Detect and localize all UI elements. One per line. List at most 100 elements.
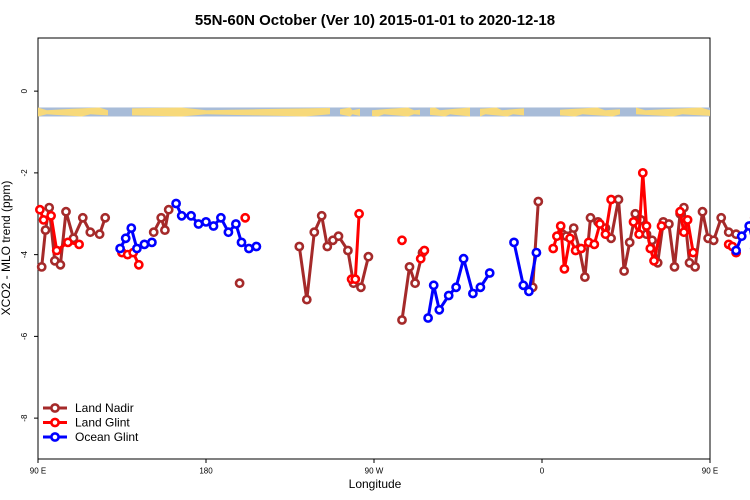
data-point-land-nadir — [355, 282, 366, 293]
data-point-land-nadir — [669, 261, 680, 272]
legend-swatch-marker — [50, 417, 60, 428]
x-tick-label: 0 — [540, 467, 545, 476]
data-point-land-glint — [38, 214, 49, 225]
data-point-land-nadir — [100, 212, 111, 223]
series-line-land-glint — [351, 213, 361, 281]
data-point-land-nadir — [322, 241, 333, 252]
series-land-nadir — [36, 194, 750, 325]
data-point-land-glint — [354, 208, 364, 219]
data-point-land-glint — [641, 221, 652, 231]
data-point-ocean-glint — [524, 286, 534, 297]
data-point-land-glint — [595, 219, 605, 229]
data-point-ocean-glint — [475, 282, 486, 293]
data-point-land-glint — [51, 245, 62, 256]
data-point-ocean-glint — [236, 237, 247, 248]
y-tick-label: -4 — [20, 251, 29, 259]
data-point-ocean-glint — [176, 210, 187, 221]
data-point-ocean-glint — [201, 216, 211, 227]
data-point-ocean-glint — [518, 280, 529, 291]
data-point-land-nadir — [568, 223, 579, 233]
data-point-ocean-glint — [139, 239, 150, 250]
data-point-ocean-glint — [251, 241, 262, 252]
data-point-ocean-glint — [509, 237, 519, 248]
x-tick-label: 90 E — [702, 467, 718, 476]
data-point-land-nadir — [44, 202, 55, 213]
legend-item-land-glint: Land Glint — [43, 416, 130, 430]
data-point-land-glint — [240, 212, 251, 223]
data-point-ocean-glint — [423, 313, 433, 323]
legend-item-ocean-glint: Ocean Glint — [43, 430, 139, 444]
data-point-land-nadir — [723, 227, 734, 238]
data-point-land-nadir — [342, 245, 353, 256]
data-point-land-nadir — [697, 206, 708, 217]
legend-swatch-marker — [50, 432, 60, 442]
data-point-land-nadir — [333, 231, 344, 242]
map-land — [560, 107, 620, 117]
data-point-land-glint — [552, 231, 562, 242]
data-point-land-glint — [576, 243, 587, 254]
data-point-ocean-glint — [171, 198, 181, 209]
data-point-land-glint — [555, 221, 566, 231]
data-point-land-nadir — [294, 241, 305, 252]
x-axis-label: Longitude — [349, 477, 402, 491]
data-point-ocean-glint — [434, 304, 445, 315]
data-point-land-nadir — [363, 251, 374, 262]
data-point-ocean-glint — [243, 243, 254, 254]
map-land — [430, 107, 470, 117]
data-point-land-nadir — [664, 219, 674, 229]
y-axis: 0 -2 -4 -6 -8 — [20, 88, 38, 422]
legend-label: Land Nadir — [75, 401, 134, 415]
series-line-land-nadir — [400, 252, 424, 321]
data-point-land-nadir — [61, 206, 71, 217]
data-point-land-nadir — [163, 204, 174, 215]
y-tick-label: -2 — [20, 169, 29, 177]
data-point-land-nadir — [708, 235, 719, 246]
chart-title: 55N-60N October (Ver 10) 2015-01-01 to 2… — [195, 12, 555, 29]
data-point-ocean-glint — [223, 227, 234, 238]
y-tick-label: -6 — [20, 332, 29, 340]
x-tick-label: 180 — [199, 467, 213, 476]
map-land — [340, 107, 360, 117]
series-line-land-nadir — [152, 209, 171, 233]
map-land — [372, 107, 420, 117]
y-tick-label: -8 — [20, 414, 29, 422]
data-point-land-nadir — [316, 210, 327, 221]
data-point-ocean-glint — [186, 210, 196, 221]
data-point-land-glint — [634, 229, 644, 240]
data-point-land-glint — [682, 214, 693, 225]
legend-label: Land Glint — [75, 416, 130, 430]
data-point-land-glint — [548, 243, 559, 254]
data-point-land-nadir — [77, 212, 88, 223]
data-point-ocean-glint — [120, 233, 131, 244]
map-land — [38, 107, 108, 117]
data-point-land-nadir — [533, 196, 544, 207]
data-point-ocean-glint — [115, 243, 125, 254]
data-point-ocean-glint — [428, 280, 439, 291]
data-point-land-nadir — [156, 212, 167, 223]
data-point-ocean-glint — [443, 290, 454, 301]
data-point-land-glint — [419, 245, 430, 256]
x-tick-label: 90 E — [30, 467, 46, 476]
data-point-land-nadir — [619, 266, 629, 276]
data-point-land-nadir — [40, 225, 51, 235]
series-land-glint — [35, 167, 741, 285]
data-point-ocean-glint — [531, 247, 542, 258]
data-point-land-nadir — [716, 212, 727, 223]
data-point-land-nadir — [94, 229, 105, 240]
data-point-land-nadir — [36, 261, 47, 272]
legend-item-land-nadir: Land Nadir — [43, 401, 134, 415]
data-point-land-glint — [565, 233, 575, 244]
map-land — [132, 107, 330, 117]
series-ocean-glint — [115, 198, 750, 323]
data-point-land-glint — [46, 210, 56, 221]
y-axis-label: XCO2 - MLO trend (ppm) — [0, 181, 13, 316]
series-line-land-glint — [678, 211, 695, 253]
plot-area: 0 -2 -4 -6 -8 90 E 180 90 W 0 90 E — [20, 37, 750, 476]
data-point-ocean-glint — [131, 243, 142, 254]
legend-label: Ocean Glint — [75, 430, 139, 444]
data-point-ocean-glint — [215, 212, 226, 223]
data-point-ocean-glint — [736, 231, 747, 242]
data-point-land-nadir — [410, 278, 420, 289]
